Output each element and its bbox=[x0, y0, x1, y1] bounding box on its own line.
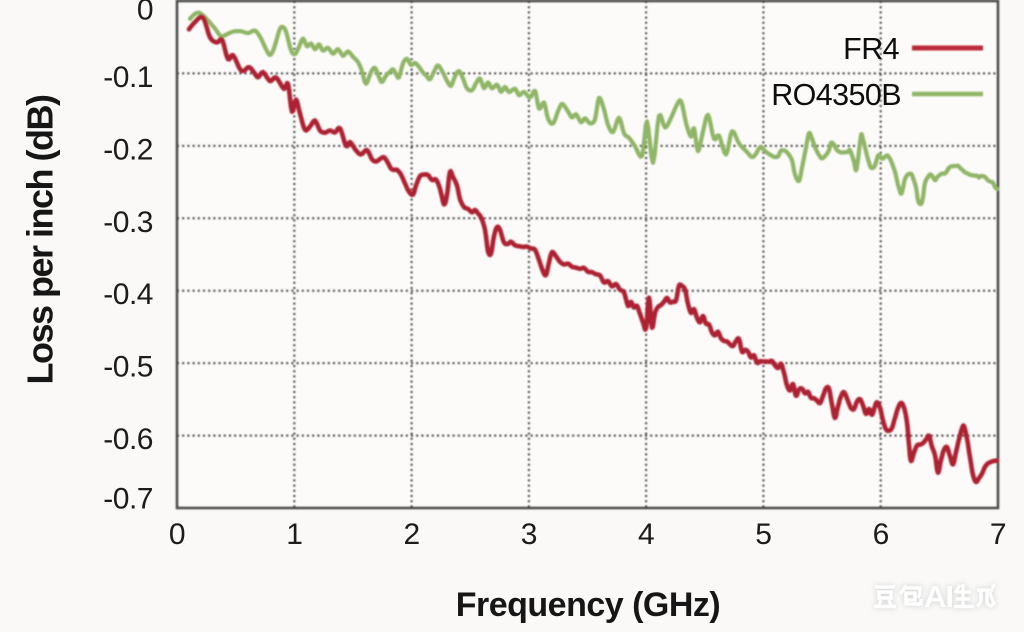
svg-text:RO4350B: RO4350B bbox=[771, 78, 901, 112]
svg-text:-0.3: -0.3 bbox=[103, 206, 153, 239]
svg-text:4: 4 bbox=[638, 518, 654, 551]
svg-text:-0.2: -0.2 bbox=[103, 133, 153, 166]
svg-text:6: 6 bbox=[873, 518, 889, 551]
svg-text:1: 1 bbox=[286, 518, 302, 551]
svg-text:0: 0 bbox=[169, 518, 185, 551]
svg-text:Loss per inch (dB): Loss per inch (dB) bbox=[20, 95, 61, 385]
svg-text:3: 3 bbox=[521, 518, 537, 551]
svg-text:-0.5: -0.5 bbox=[103, 351, 153, 384]
svg-text:5: 5 bbox=[755, 518, 771, 551]
svg-text:-0.7: -0.7 bbox=[103, 483, 153, 516]
svg-text:Frequency (GHz): Frequency (GHz) bbox=[456, 586, 721, 624]
svg-text:7: 7 bbox=[990, 518, 1006, 551]
svg-text:-0.1: -0.1 bbox=[103, 61, 153, 94]
svg-text:2: 2 bbox=[404, 518, 420, 551]
svg-text:FR4: FR4 bbox=[843, 32, 899, 66]
svg-text:-0.6: -0.6 bbox=[103, 423, 153, 456]
svg-text:0: 0 bbox=[137, 0, 153, 27]
svg-text:-0.4: -0.4 bbox=[103, 278, 153, 311]
